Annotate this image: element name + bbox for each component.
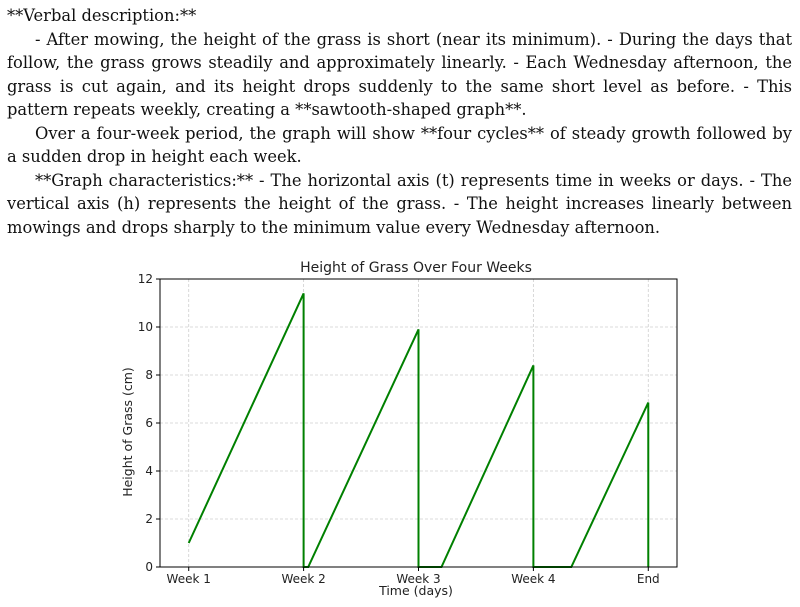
y-tick-label: 10 xyxy=(138,320,153,334)
grass-height-line xyxy=(187,292,650,568)
graph-characteristics-paragraph: **Graph characteristics:** - The horizon… xyxy=(7,170,792,237)
x-tick-label: Week 4 xyxy=(511,572,555,586)
y-tick-label: 6 xyxy=(145,416,153,430)
y-axis-label: Height of Grass (cm) xyxy=(120,367,135,497)
chart-title: Height of Grass Over Four Weeks xyxy=(300,260,532,276)
description-text: **Verbal description:** - After mowing, … xyxy=(7,4,792,239)
chart-svg: Height of Grass Over Four Weeks Time (da… xyxy=(120,260,678,598)
verbal-description-heading: **Verbal description:** xyxy=(7,6,197,25)
x-tick-label: Week 1 xyxy=(167,572,211,586)
x-tick-label: Week 3 xyxy=(396,572,440,586)
x-axis-label: Time (days) xyxy=(378,583,453,598)
x-tick-label: Week 2 xyxy=(281,572,325,586)
y-tick-label: 12 xyxy=(138,272,153,286)
y-tick-label: 0 xyxy=(145,560,153,574)
verbal-description-paragraph: - After mowing, the height of the grass … xyxy=(7,29,792,120)
grass-height-chart: Height of Grass Over Four Weeks Time (da… xyxy=(110,252,690,602)
y-tick-label: 4 xyxy=(145,464,153,478)
four-cycles-paragraph: Over a four-week period, the graph will … xyxy=(7,123,792,167)
y-tick-label: 8 xyxy=(145,368,153,382)
x-tick-label: End xyxy=(637,572,660,586)
y-tick-label: 2 xyxy=(145,512,153,526)
